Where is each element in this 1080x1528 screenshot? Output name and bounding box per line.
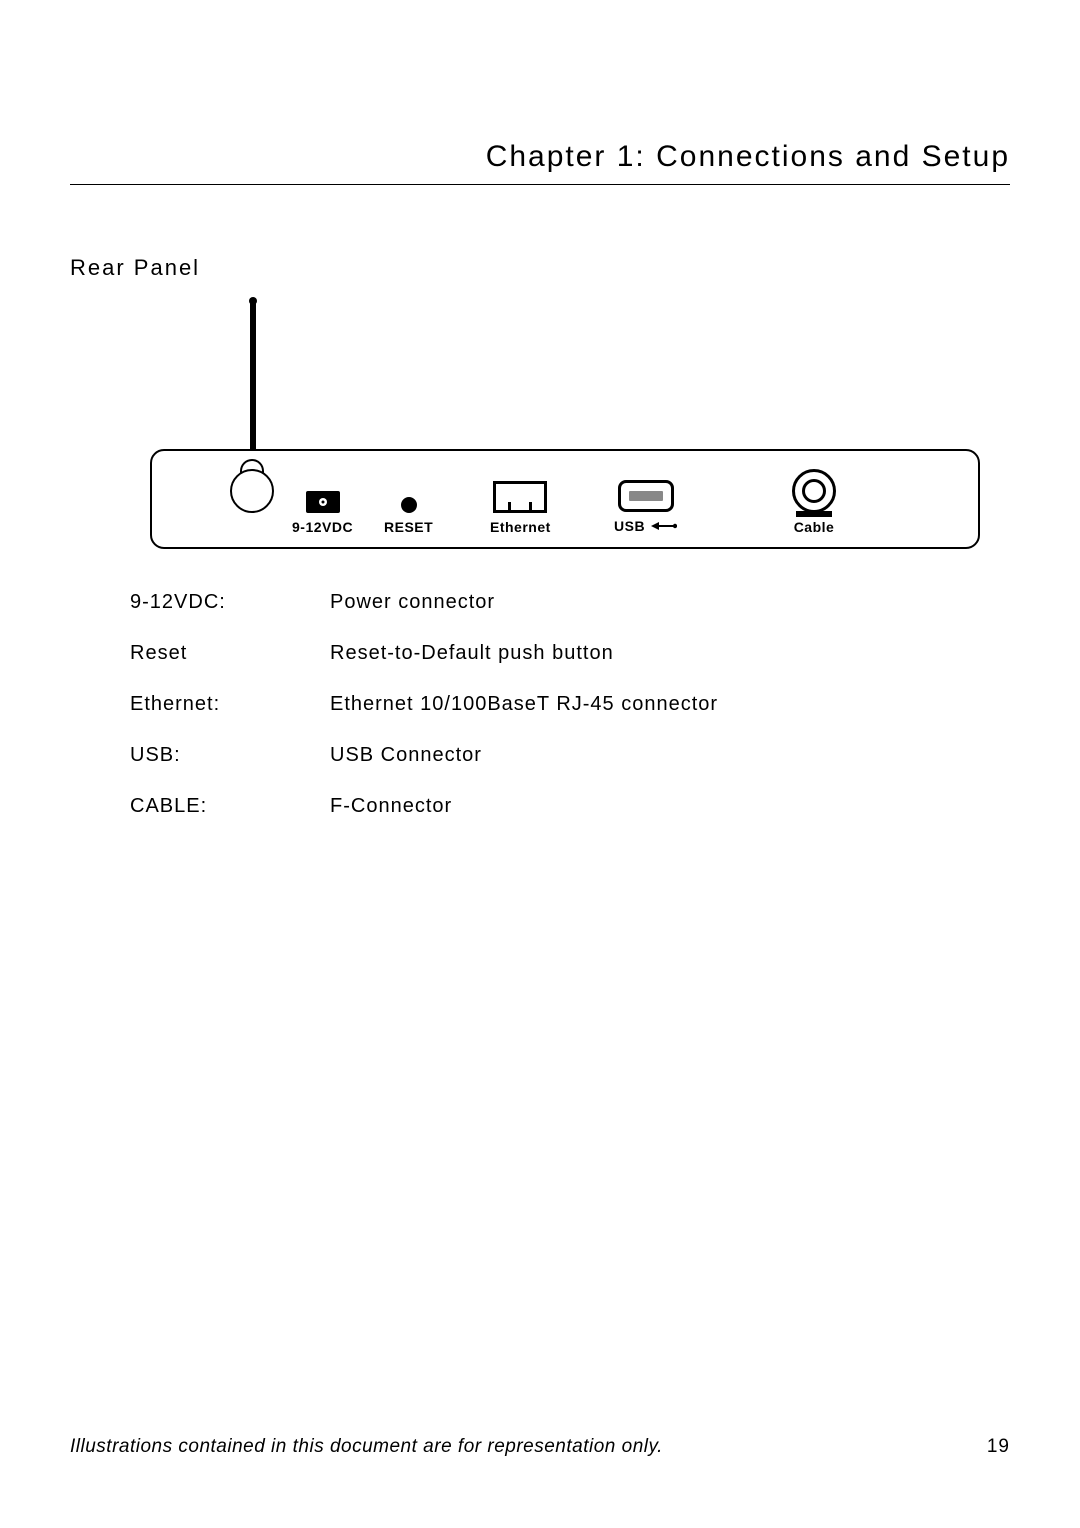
- antenna-hinge-icon: [230, 469, 274, 513]
- section-heading-rear-panel: Rear Panel: [70, 255, 1010, 281]
- definition-label: CABLE:: [130, 795, 330, 818]
- definition-value: F-Connector: [330, 795, 1010, 818]
- footer-note: Illustrations contained in this document…: [70, 1436, 663, 1458]
- page-footer: Illustrations contained in this document…: [70, 1436, 1010, 1458]
- definition-value: USB Connector: [330, 744, 1010, 767]
- chapter-title: Chapter 1: Connections and Setup: [70, 140, 1010, 185]
- usb-port-icon: [618, 480, 674, 512]
- port-label-ethernet: Ethernet: [490, 519, 551, 535]
- definition-label: Ethernet:: [130, 693, 330, 716]
- page-container: Chapter 1: Connections and Setup Rear Pa…: [0, 0, 1080, 1528]
- device-body: 9-12VDC RESET Ethernet USB: [150, 449, 980, 549]
- port-usb: USB: [614, 480, 677, 535]
- port-dc: 9-12VDC: [292, 491, 353, 535]
- definition-row: Reset Reset-to-Default push button: [130, 642, 1010, 665]
- port-label-usb: USB: [614, 518, 677, 535]
- definitions-list: 9-12VDC: Power connector Reset Reset-to-…: [130, 591, 1010, 818]
- definition-value: Power connector: [330, 591, 1010, 614]
- port-label-dc: 9-12VDC: [292, 519, 353, 535]
- usb-label-text: USB: [614, 518, 645, 534]
- definition-row: 9-12VDC: Power connector: [130, 591, 1010, 614]
- reset-button-icon: [401, 497, 417, 513]
- definition-row: Ethernet: Ethernet 10/100BaseT RJ-45 con…: [130, 693, 1010, 716]
- port-reset: RESET: [384, 494, 433, 535]
- port-ethernet: Ethernet: [490, 481, 551, 535]
- definition-label: USB:: [130, 744, 330, 767]
- definition-value: Reset-to-Default push button: [330, 642, 1010, 665]
- definition-label: Reset: [130, 642, 330, 665]
- ethernet-port-icon: [493, 481, 547, 513]
- cable-connector-icon: [792, 469, 836, 513]
- port-label-reset: RESET: [384, 519, 433, 535]
- definition-label: 9-12VDC:: [130, 591, 330, 614]
- rear-panel-diagram: 9-12VDC RESET Ethernet USB: [100, 301, 980, 561]
- port-cable: Cable: [792, 469, 836, 535]
- usb-arrow-icon: [649, 519, 677, 535]
- definition-row: CABLE: F-Connector: [130, 795, 1010, 818]
- definition-row: USB: USB Connector: [130, 744, 1010, 767]
- dc-jack-icon: [306, 491, 340, 513]
- definition-value: Ethernet 10/100BaseT RJ-45 connector: [330, 693, 1010, 716]
- page-number: 19: [987, 1436, 1010, 1458]
- port-label-cable: Cable: [792, 519, 836, 535]
